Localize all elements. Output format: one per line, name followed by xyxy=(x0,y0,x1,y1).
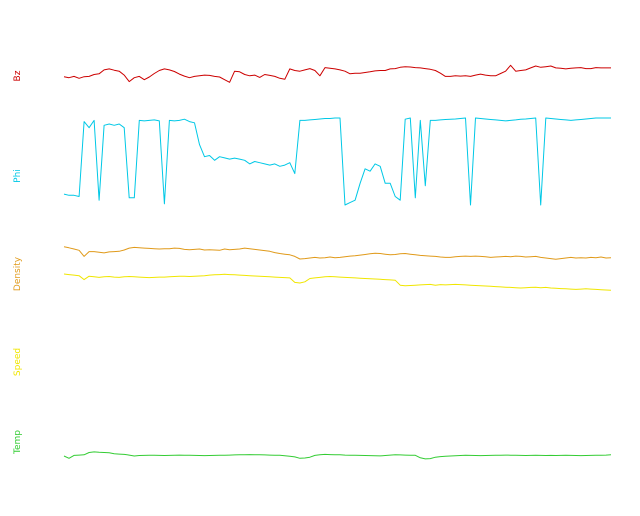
panel-label-bz: Bz xyxy=(13,70,23,81)
panel-label-density: Density xyxy=(13,256,23,291)
panel-label-temp: Temp xyxy=(13,430,23,455)
series-line-speed xyxy=(63,273,612,291)
series-line-phi xyxy=(63,117,611,206)
panel-label-phi: Phi xyxy=(13,169,23,183)
series-line-density xyxy=(63,246,612,260)
series-line-bz xyxy=(63,64,611,83)
panel-lines xyxy=(63,64,612,460)
panel-labels: Bz Phi Density Speed Temp xyxy=(13,70,23,455)
series-line-temp xyxy=(63,451,612,460)
panel-label-speed: Speed xyxy=(13,348,23,376)
